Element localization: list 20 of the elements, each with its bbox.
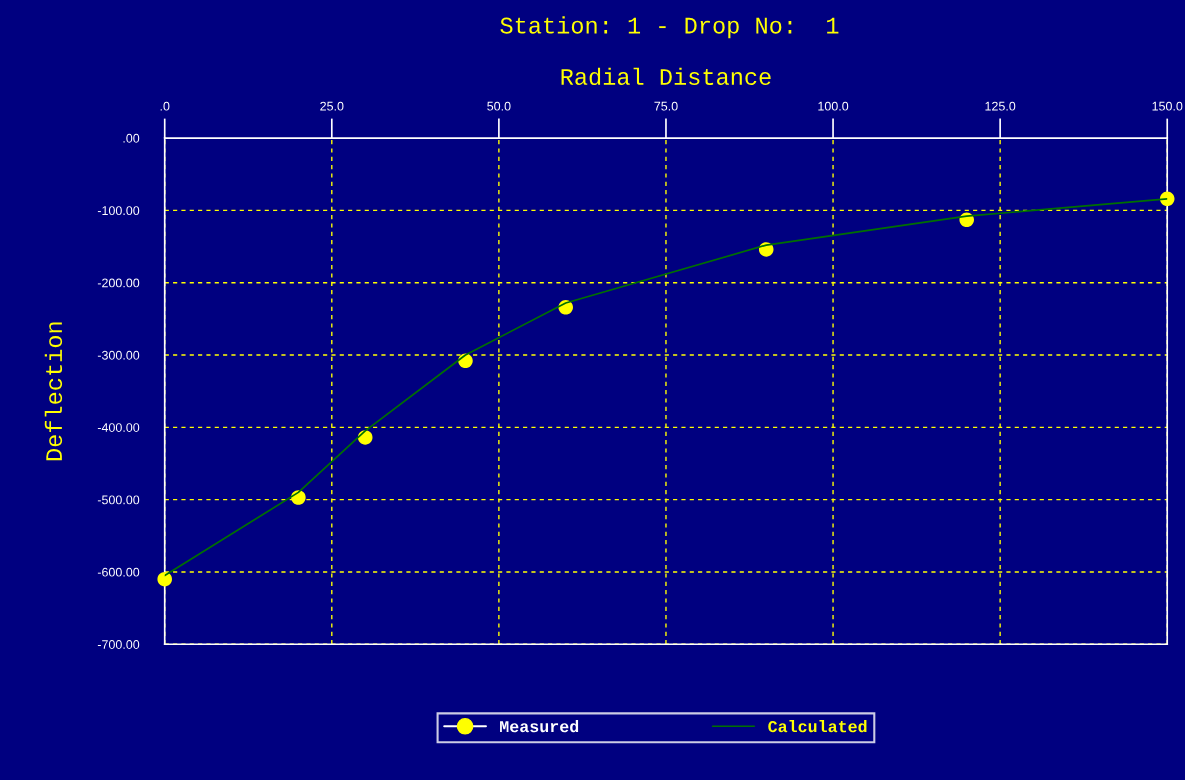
x-tick-label: .0 — [160, 101, 170, 111]
y-tick-label: -200.00 — [97, 278, 140, 288]
y-tick-label: -500.00 — [97, 495, 140, 505]
x-axis-title: Radial Distance — [561, 67, 771, 86]
y-tick-label: .00 — [123, 133, 140, 143]
x-tick-label: 25.0 — [320, 101, 344, 111]
y-tick-label: -600.00 — [97, 567, 140, 577]
x-tick-label: 125.0 — [985, 101, 1016, 111]
y-tick-label: -400.00 — [97, 423, 140, 432]
x-tick-label: 100.0 — [818, 101, 849, 111]
x-tick-label: 150.0 — [1152, 101, 1183, 111]
chart-title: Station: 1 - Drop No: 1 — [500, 16, 839, 39]
y-axis-title: Deflection — [44, 322, 63, 461]
y-tick-label: -700.00 — [97, 640, 140, 649]
x-tick-label: 75.0 — [654, 101, 678, 111]
legend-label: Measured — [500, 720, 579, 733]
y-tick-label: -300.00 — [97, 350, 140, 360]
x-tick-label: 50.0 — [487, 101, 511, 111]
legend-label: Calculated — [768, 720, 867, 733]
y-tick-label: -100.00 — [97, 206, 140, 216]
